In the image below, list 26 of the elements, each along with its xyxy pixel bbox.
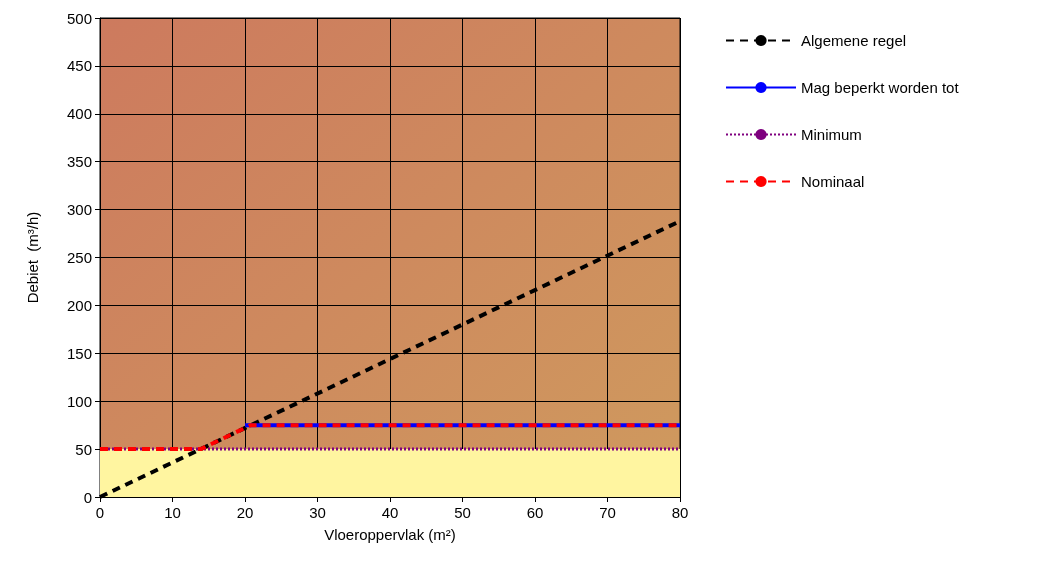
legend-label: Minimum <box>801 126 862 143</box>
x-axis-title: Vloeroppervlak (m²) <box>324 526 456 543</box>
x-tick-label: 50 <box>454 504 471 521</box>
y-tick-label: 100 <box>66 392 92 410</box>
legend-label: Mag beperkt worden tot <box>801 79 960 96</box>
x-tick-label: 30 <box>309 504 326 521</box>
y-tick-label: 200 <box>66 296 92 314</box>
y-tick-label: 450 <box>66 57 92 75</box>
x-tick-label: 0 <box>95 504 105 521</box>
y-tick-label: 300 <box>66 201 92 219</box>
y-tick-label: 250 <box>66 249 92 266</box>
legend-label: Algemene regel <box>801 32 907 49</box>
x-tick-label: 40 <box>381 504 399 521</box>
y-axis-title: Debiet (m³/h) <box>24 211 41 304</box>
x-tick-label: 60 <box>526 504 544 521</box>
x-tick-label: 70 <box>599 504 616 521</box>
x-tick-label: 10 <box>164 504 181 521</box>
y-tick-label: 500 <box>66 9 92 27</box>
y-tick-label: 0 <box>83 488 92 506</box>
x-tick-label: 20 <box>236 504 254 521</box>
x-tick-label: 80 <box>671 504 689 521</box>
y-tick-label: 350 <box>66 153 92 171</box>
legend-label: Nominaal <box>801 173 865 190</box>
y-tick-label: 50 <box>75 440 92 458</box>
y-tick-label: 150 <box>66 344 92 362</box>
y-tick-label: 400 <box>66 105 92 123</box>
